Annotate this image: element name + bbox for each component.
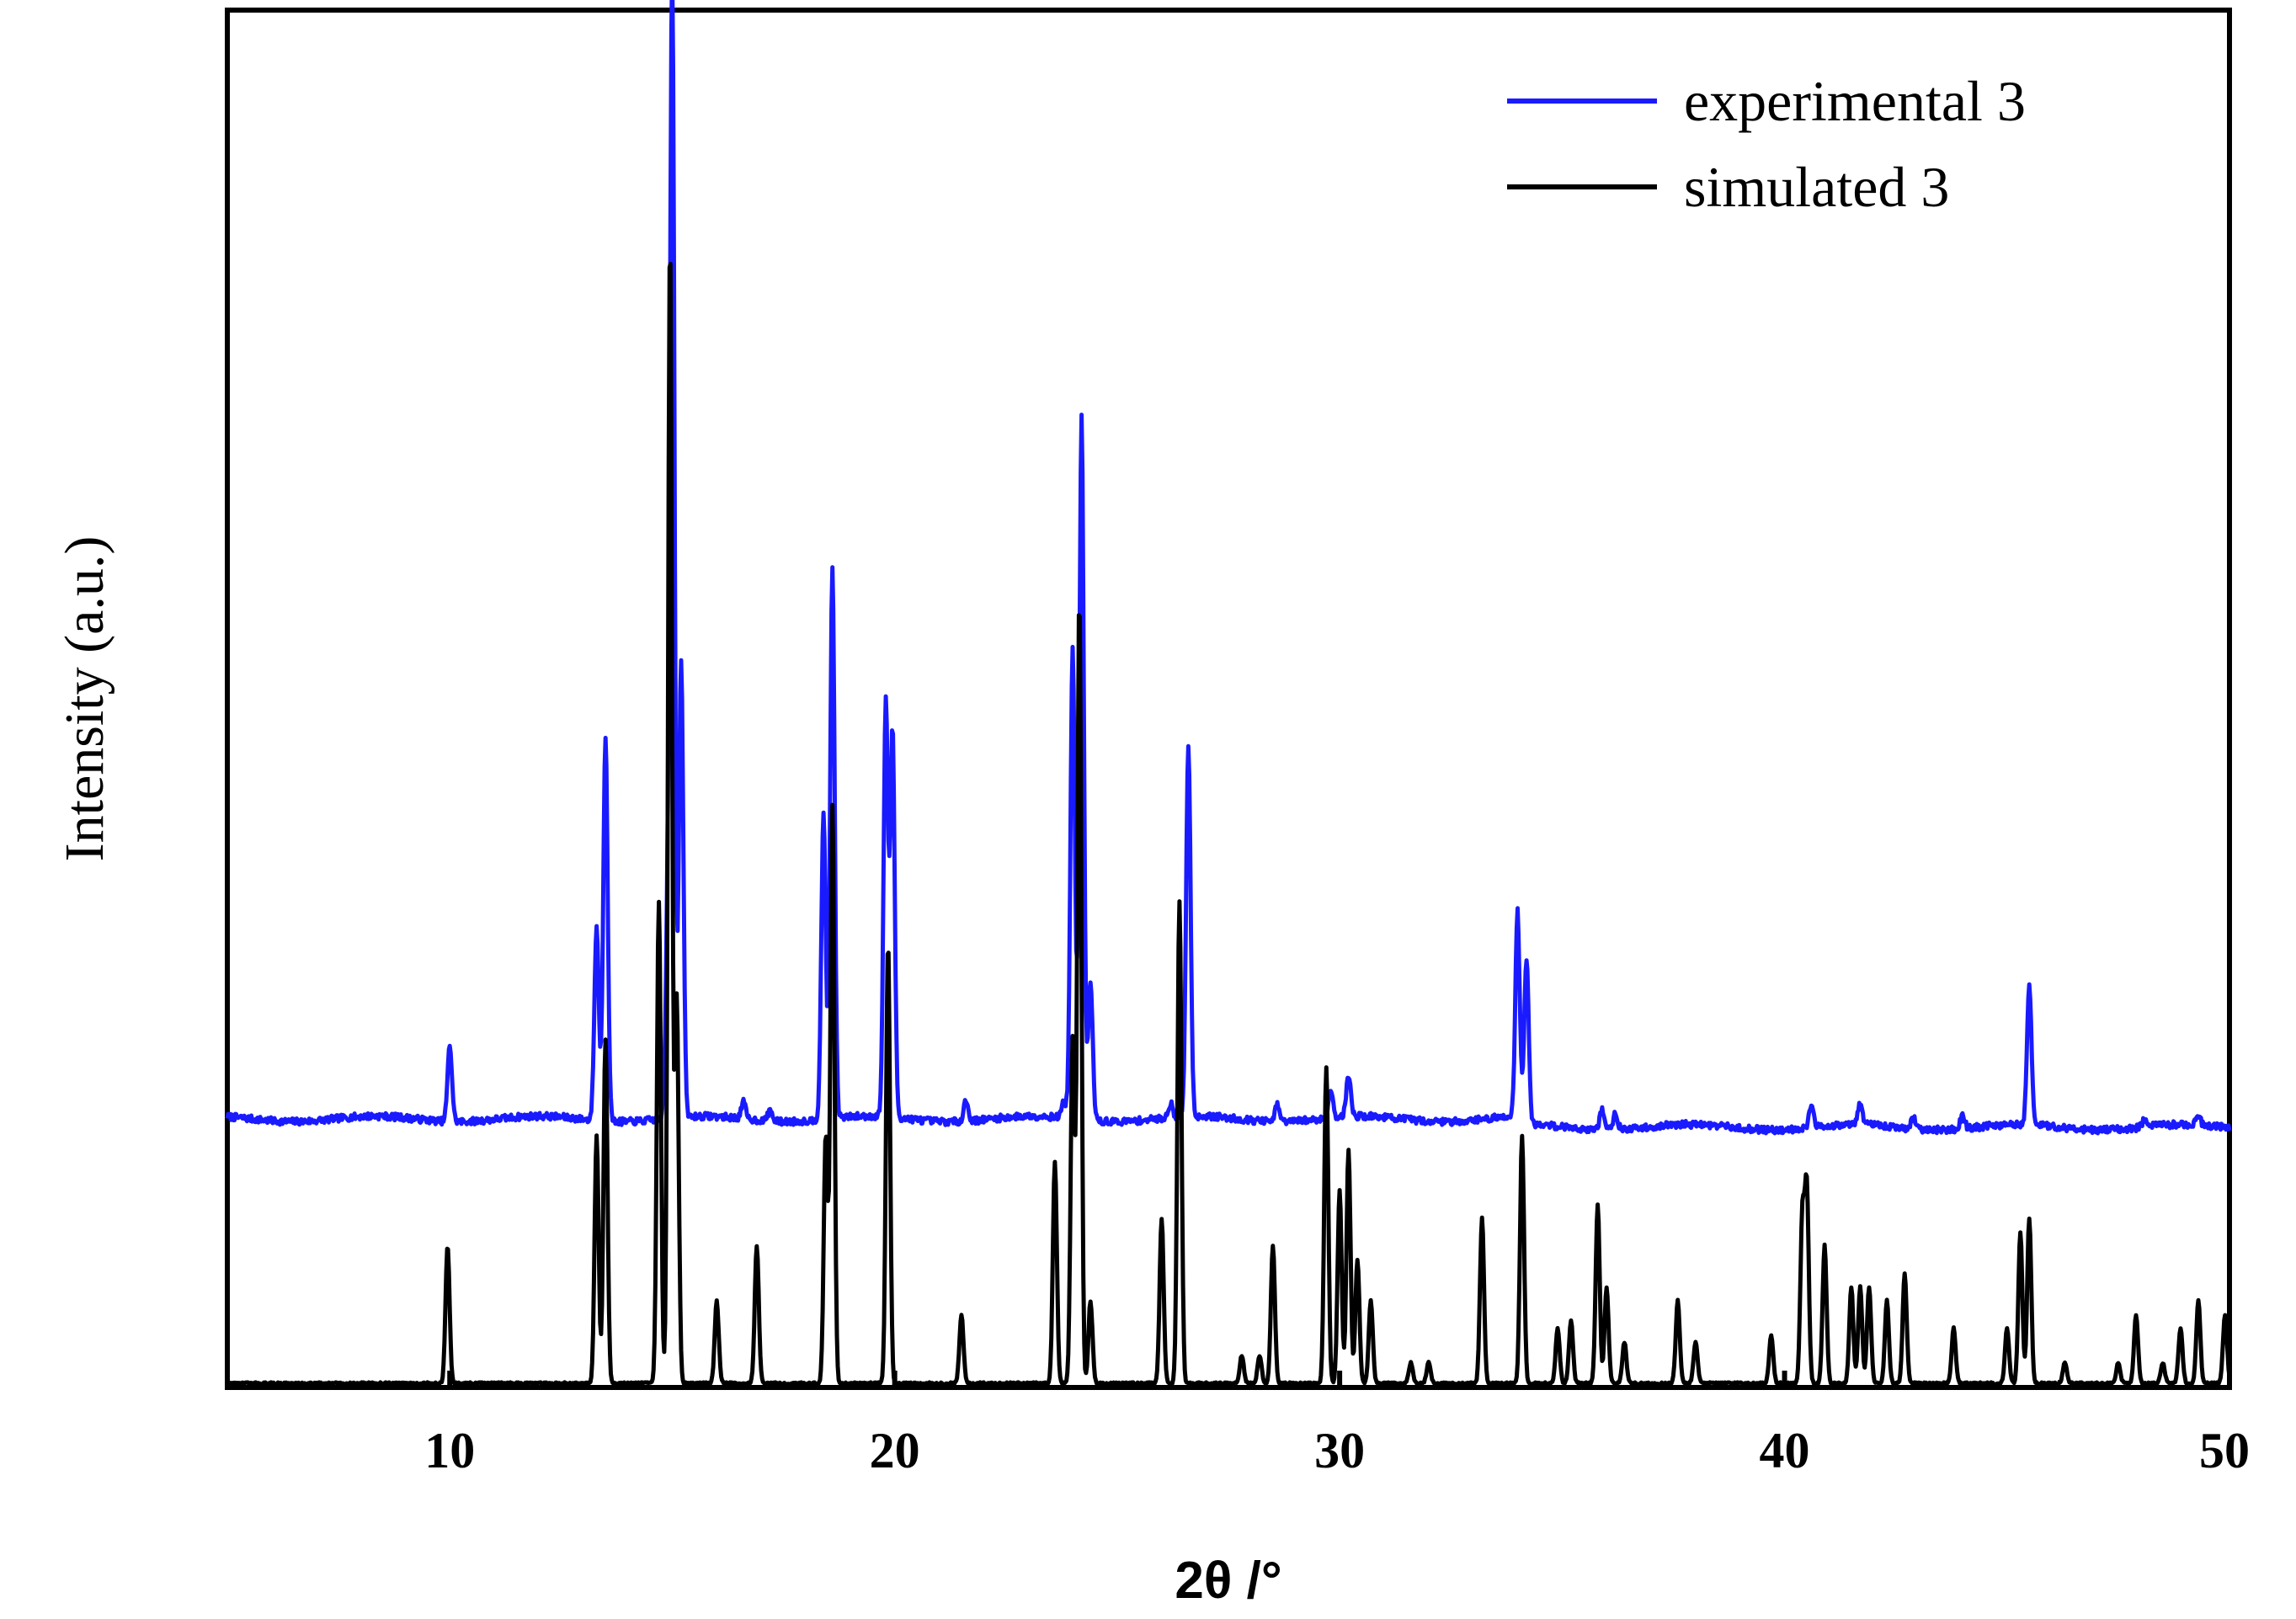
series-line-simulated [226,262,2232,1387]
y-axis-title: Intensity (a.u.) [54,536,115,862]
series-group [225,0,2232,1387]
x-tick-label: 20 [870,1423,920,1478]
series-line-experimental [225,0,2232,1136]
legend: experimental 3 simulated 3 [1507,69,2026,219]
x-tick-label: 30 [1314,1423,1365,1478]
legend-label-experimental: experimental 3 [1684,69,2026,133]
x-tick-label: 50 [2199,1423,2250,1478]
x-axis-ticks: 10 20 30 40 50 [424,1371,2250,1478]
x-tick-label: 40 [1760,1423,1810,1478]
legend-label-simulated: simulated 3 [1684,155,1949,219]
x-tick-label: 10 [424,1423,475,1478]
x-axis-title: 2θ /° [1175,1552,1281,1610]
